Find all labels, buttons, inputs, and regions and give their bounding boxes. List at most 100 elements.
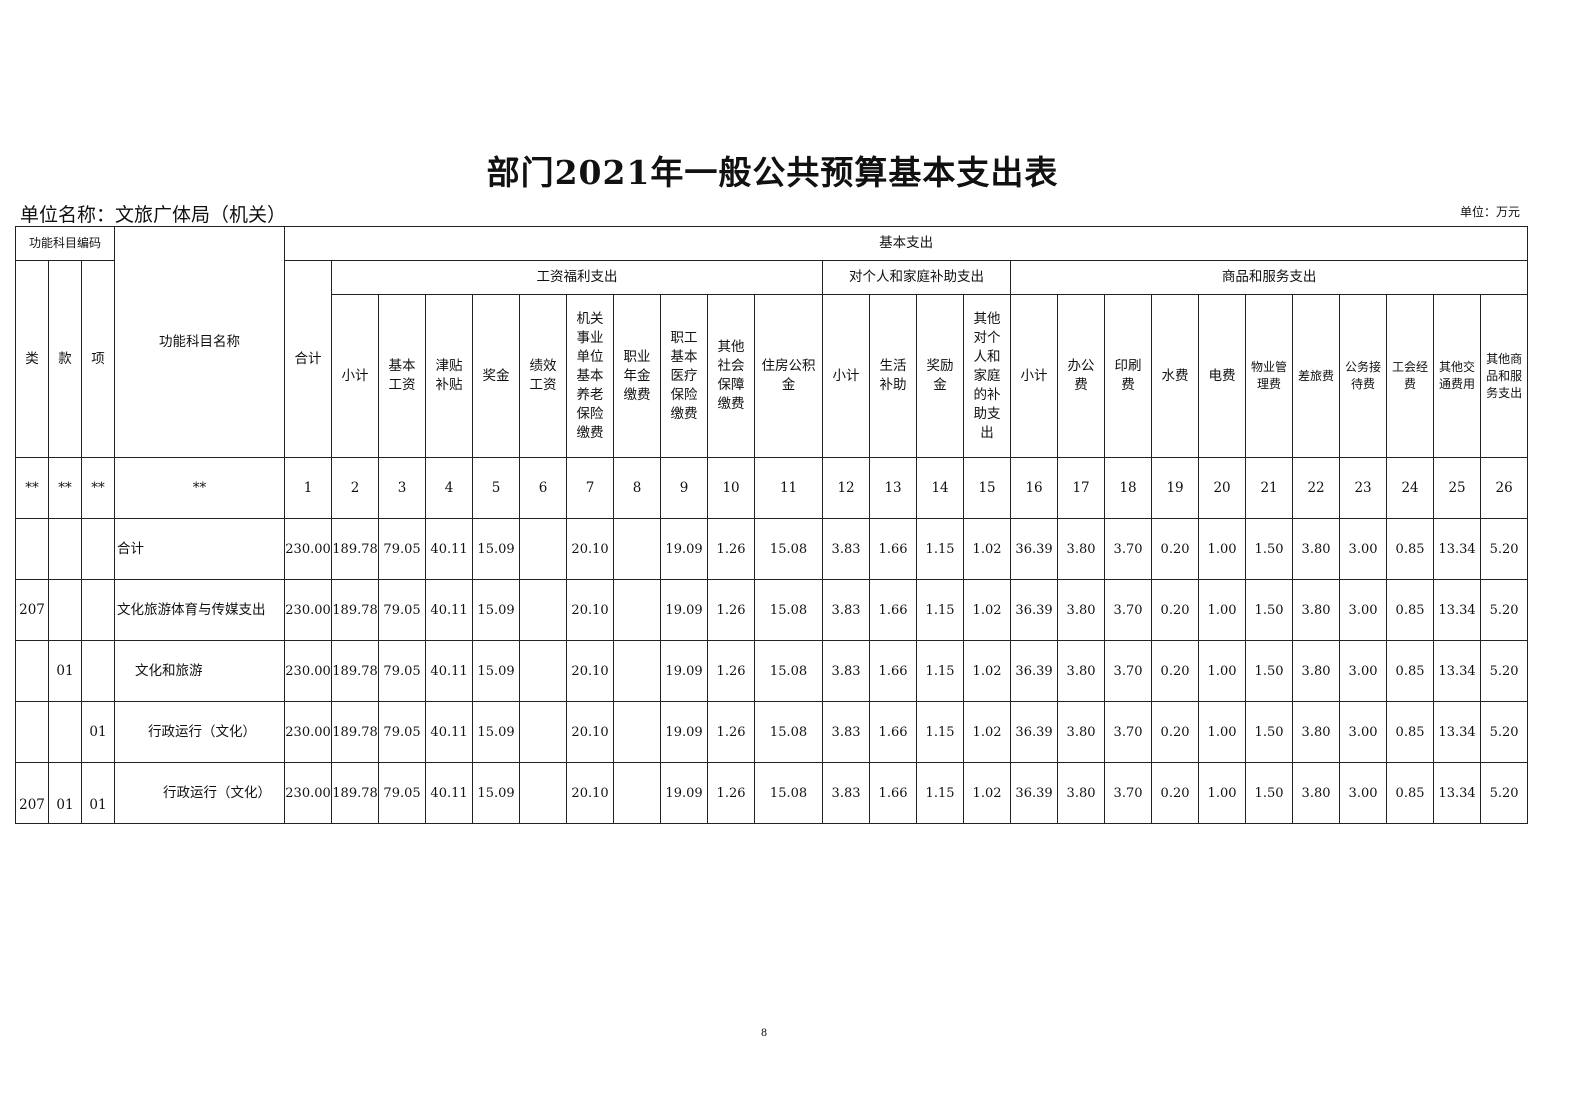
value-cell: 1.15 [916,640,965,702]
value-cell: 0.20 [1151,579,1200,641]
value-cell: 0.20 [1151,518,1200,580]
col-header: 电费 [1198,294,1247,458]
col-header: 水费 [1151,294,1200,458]
value-cell: 3.80 [1057,701,1106,763]
value-cell: 79.05 [378,579,427,641]
index-cell: 7 [566,457,615,519]
col-header: 公务接待费 [1339,294,1388,458]
col-header: 基本工资 [378,294,427,458]
value-cell [519,579,568,641]
value-cell: 13.34 [1433,518,1482,580]
col-header: 奖励金 [916,294,965,458]
index-cell: 15 [963,457,1012,519]
value-cell [613,640,662,702]
lei-cell: 207 [15,762,49,824]
value-cell: 1.15 [916,579,965,641]
index-cell: 10 [707,457,756,519]
value-cell: 36.39 [1010,640,1059,702]
value-cell: 1.02 [963,518,1012,580]
col-header: 小计 [822,294,871,458]
table-row: 207 文化旅游体育与传媒支出 230.00 189.78 79.05 40.11 15.0… [15,579,1529,641]
value-cell [613,579,662,641]
value-cell: 36.39 [1010,518,1059,580]
value-cell: 15.08 [754,640,824,702]
name-cell: 文化旅游体育与传媒支出 [114,579,286,641]
value-cell: 3.80 [1057,762,1106,824]
value-cell: 1.66 [869,762,918,824]
value-cell [519,701,568,763]
index-cell: ** [48,457,82,519]
value-cell: 1.26 [707,701,756,763]
value-cell: 0.85 [1386,640,1435,702]
value-cell: 3.80 [1057,640,1106,702]
value-cell: 1.00 [1198,518,1247,580]
value-cell: 5.20 [1480,518,1529,580]
value-cell: 79.05 [378,518,427,580]
value-cell: 15.08 [754,579,824,641]
col-header: 小计 [331,294,380,458]
index-cell: 2 [331,457,380,519]
value-cell: 0.20 [1151,701,1200,763]
value-cell: 20.10 [566,579,615,641]
value-cell: 36.39 [1010,762,1059,824]
value-cell: 19.09 [660,762,709,824]
col-header: 生活补助 [869,294,918,458]
value-cell: 5.20 [1480,640,1529,702]
value-cell: 3.83 [822,518,871,580]
xiang-cell: 01 [80,762,116,824]
value-cell: 3.80 [1057,518,1106,580]
kuan-cell: 01 [48,762,82,824]
value-cell: 20.10 [566,762,615,824]
value-cell: 15.09 [472,701,521,763]
index-cell: 14 [916,457,965,519]
value-cell: 40.11 [425,579,474,641]
value-cell: 230.00 [284,701,333,763]
value-cell: 3.80 [1292,640,1341,702]
index-cell: ** [80,457,116,519]
lei-header: 类 [15,260,49,458]
value-cell: 189.78 [331,579,380,641]
budget-table: 功能科目编码 功能科目名称 基本支出 类 款 项 合计 工资福利支出 对个人和家… [14,226,1529,824]
value-cell: 1.02 [963,762,1012,824]
value-cell: 19.09 [660,640,709,702]
index-cell: 18 [1104,457,1153,519]
col-header: 其他对个人和家庭的补助支出 [963,294,1012,458]
index-cell: 3 [378,457,427,519]
table-row: 01 文化和旅游 230.00 189.78 79.05 40.11 15.09 20.10 1… [15,640,1529,702]
value-cell [613,518,662,580]
value-cell: 3.80 [1292,579,1341,641]
value-cell: 3.00 [1339,640,1388,702]
value-cell: 1.00 [1198,701,1247,763]
value-cell: 3.83 [822,701,871,763]
value-cell: 36.39 [1010,701,1059,763]
header-row-2: 类 款 项 合计 工资福利支出 对个人和家庭补助支出 商品和服务支出 [15,260,1529,458]
index-cell: 8 [613,457,662,519]
value-cell: 19.09 [660,579,709,641]
value-cell: 1.02 [963,579,1012,641]
col-header: 职业年金缴费 [613,294,662,458]
value-cell: 15.09 [472,518,521,580]
currency-unit: 单位：万元 [1460,205,1521,219]
value-cell: 1.66 [869,579,918,641]
lei-cell [15,518,49,580]
value-cell: 1.50 [1245,640,1294,702]
value-cell: 230.00 [284,518,333,580]
value-cell: 230.00 [284,579,333,641]
value-cell: 1.00 [1198,640,1247,702]
value-cell: 0.85 [1386,579,1435,641]
value-cell [519,518,568,580]
basic-header: 基本支出 [284,226,1529,261]
value-cell [519,640,568,702]
value-cell [613,701,662,763]
col-header: 绩效工资 [519,294,568,458]
value-cell: 1.15 [916,762,965,824]
value-cell: 189.78 [331,518,380,580]
value-cell: 0.85 [1386,518,1435,580]
value-cell: 1.66 [869,701,918,763]
name-cell: 行政运行（文化） [114,762,286,824]
value-cell: 40.11 [425,518,474,580]
col-header: 工会经费 [1386,294,1435,458]
value-cell: 40.11 [425,640,474,702]
col-header: 津贴补贴 [425,294,474,458]
value-cell: 1.15 [916,701,965,763]
